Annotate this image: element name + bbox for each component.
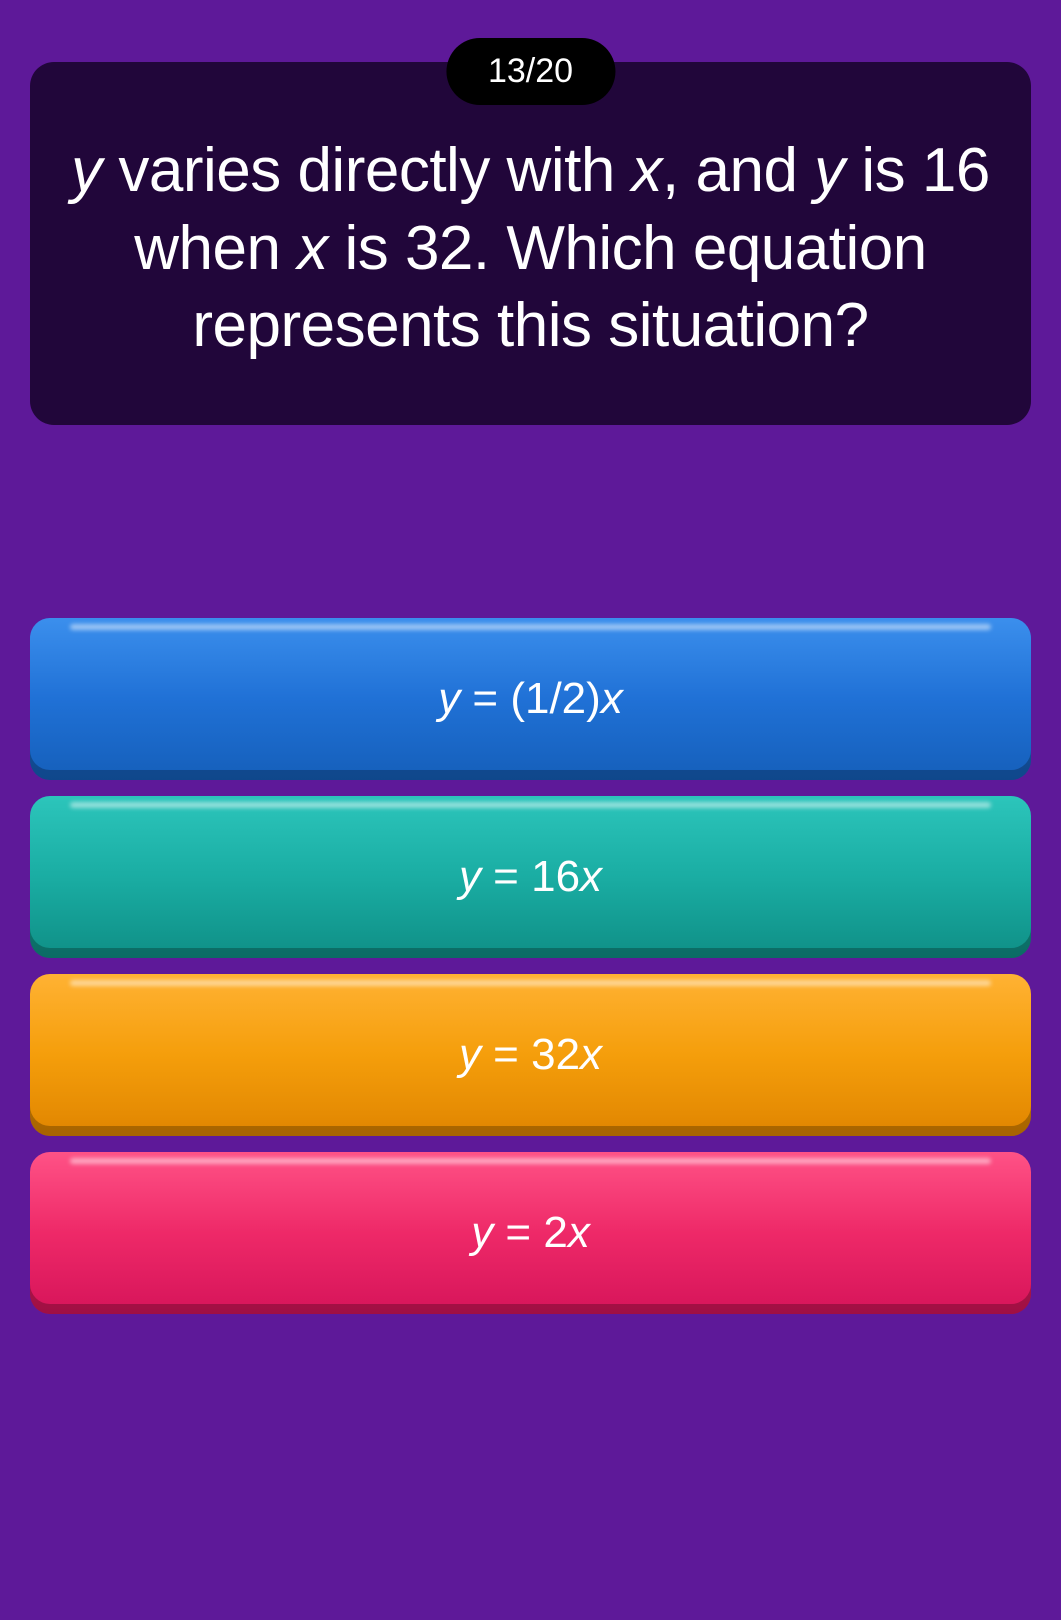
answer-option-3[interactable]: y = 2x	[30, 1152, 1031, 1314]
answers-container: y = (1/2)x y = 16x y = 32x y = 2x	[30, 618, 1031, 1330]
question-text: y varies directly with x, and y is 16 wh…	[70, 132, 991, 365]
answer-option-0[interactable]: y = (1/2)x	[30, 618, 1031, 780]
answer-option-1[interactable]: y = 16x	[30, 796, 1031, 958]
question-card: y varies directly with x, and y is 16 wh…	[30, 62, 1031, 425]
progress-indicator: 13/20	[446, 38, 615, 105]
answer-option-2[interactable]: y = 32x	[30, 974, 1031, 1136]
